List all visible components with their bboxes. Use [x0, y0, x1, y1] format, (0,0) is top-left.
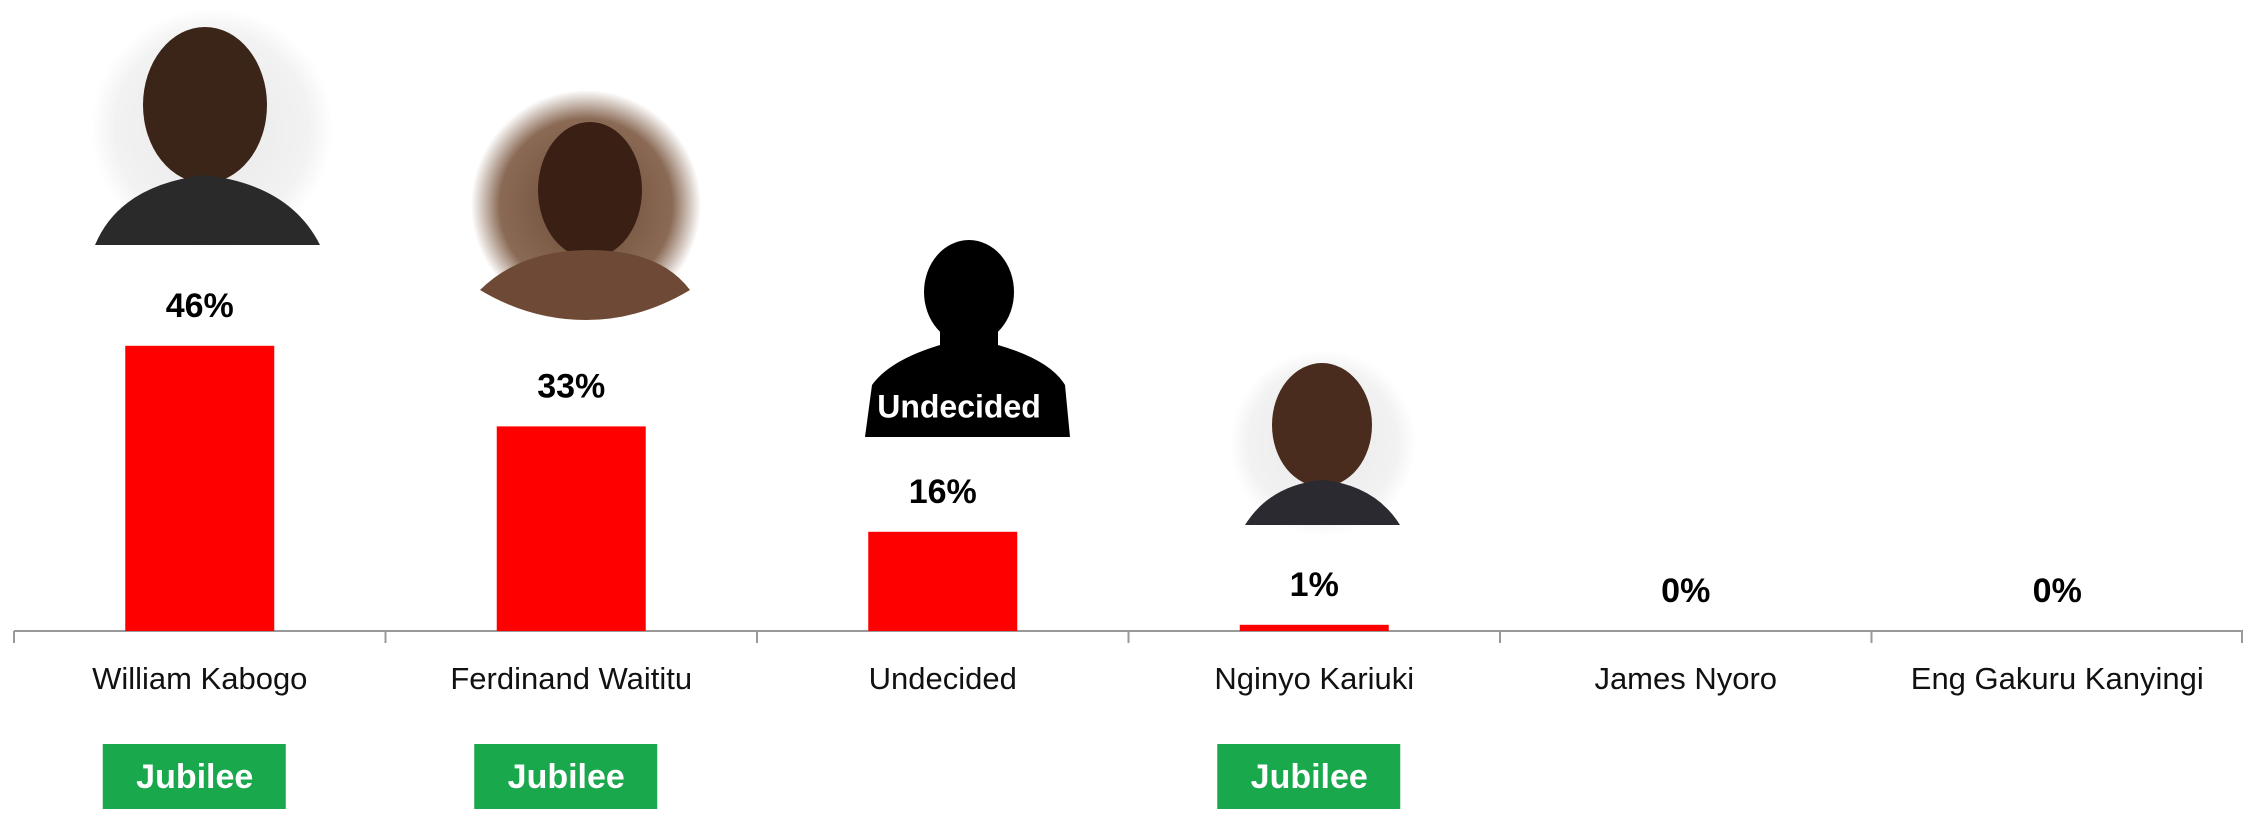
bar	[497, 426, 646, 631]
x-tick-label: Nginyo Kariuki	[1214, 661, 1414, 696]
x-tick-label: James Nyoro	[1594, 661, 1777, 696]
silhouette: Undecided	[865, 240, 1070, 437]
photo-waititu	[471, 90, 701, 320]
party-label: Jubilee	[136, 758, 253, 796]
x-tick-label: Undecided	[869, 661, 1017, 696]
photo-kabogo	[91, 8, 333, 250]
party-label: Jubilee	[1251, 758, 1368, 796]
x-tick-label: William Kabogo	[92, 661, 307, 696]
bar	[868, 532, 1017, 631]
photo-kariuki	[1230, 350, 1416, 536]
bar	[1240, 625, 1389, 631]
bar	[125, 346, 274, 631]
value-label: 46%	[166, 287, 234, 325]
party-label: Jubilee	[508, 758, 625, 796]
silhouette-label: Undecided	[877, 388, 1041, 424]
value-label: 0%	[1661, 572, 1710, 610]
value-label: 1%	[1290, 566, 1339, 604]
value-label: 16%	[909, 473, 977, 511]
x-tick-label: Eng Gakuru Kanyingi	[1911, 661, 2204, 696]
value-label: 33%	[537, 367, 605, 405]
x-tick-label: Ferdinand Waititu	[450, 661, 692, 696]
chart: Undecided 46% William Kabogo Jubilee 33% Fer…	[0, 0, 2243, 809]
value-label: 0%	[2033, 572, 2082, 610]
